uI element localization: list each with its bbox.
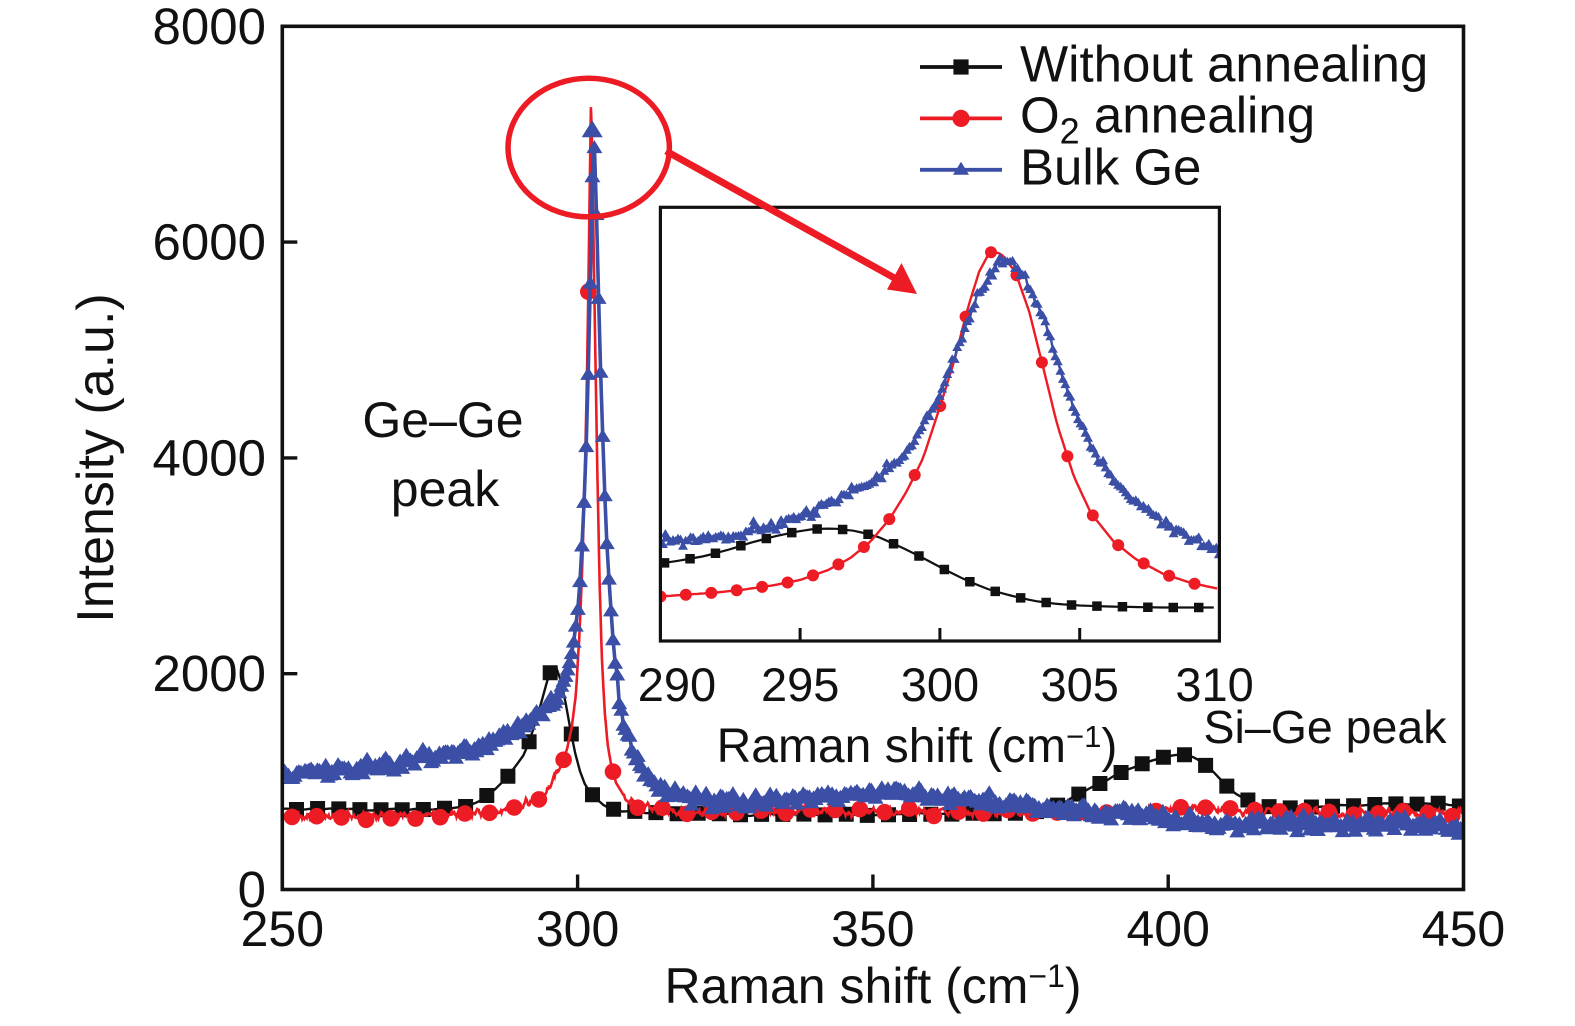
svg-text:4000: 4000	[153, 429, 266, 486]
svg-text:300: 300	[536, 901, 619, 957]
svg-text:400: 400	[1126, 901, 1209, 957]
svg-text:Without annealing: Without annealing	[1020, 36, 1428, 93]
svg-text:290: 290	[638, 658, 716, 711]
svg-text:310: 310	[1175, 658, 1253, 711]
svg-text:350: 350	[831, 901, 914, 957]
svg-text:295: 295	[761, 658, 839, 711]
svg-text:2000: 2000	[153, 645, 266, 702]
svg-text:8000: 8000	[153, 0, 266, 55]
svg-text:Intensity (a.u.): Intensity (a.u.)	[67, 293, 125, 622]
svg-text:300: 300	[901, 658, 979, 711]
svg-text:250: 250	[241, 901, 324, 957]
svg-text:450: 450	[1422, 901, 1505, 957]
svg-text:0: 0	[238, 861, 266, 918]
svg-text:305: 305	[1040, 658, 1118, 711]
svg-text:Ge–Ge: Ge–Ge	[362, 392, 523, 448]
svg-text:6000: 6000	[153, 214, 266, 271]
svg-text:Si–Ge peak: Si–Ge peak	[1204, 701, 1448, 753]
svg-text:Bulk Ge: Bulk Ge	[1020, 139, 1201, 196]
svg-text:Raman shift (cm−1): Raman shift (cm−1)	[664, 958, 1081, 1014]
svg-text:peak: peak	[391, 461, 500, 517]
svg-text:Raman shift (cm−1): Raman shift (cm−1)	[717, 719, 1118, 773]
